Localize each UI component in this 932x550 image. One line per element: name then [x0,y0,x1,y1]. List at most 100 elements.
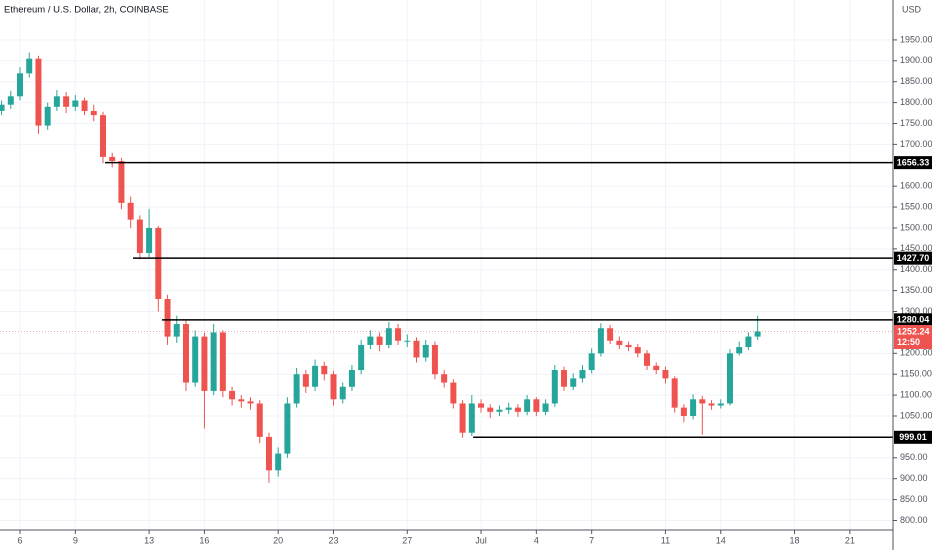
candle-body [256,403,263,437]
y-tick-label: 1550.00 [900,201,932,211]
candle-body [192,336,199,383]
x-tick-label: 27 [402,535,412,545]
candle-body [680,407,687,417]
candle-body [127,202,134,220]
candle-body [210,332,217,391]
candle-body [524,399,531,412]
candle-body [505,407,512,410]
last-price-box [894,324,932,349]
x-tick-label: 6 [18,535,23,545]
candle-body [173,324,180,337]
x-tick-label: 16 [199,535,209,545]
candle-body [81,100,88,111]
candle-body [99,115,106,157]
candle-body [708,403,715,406]
candle-body [109,156,116,162]
level-label: 999.01 [899,432,927,442]
price-axis [893,0,932,550]
candle-body [431,344,438,375]
candle-body [533,399,540,412]
y-tick-label: 1400.00 [900,264,932,274]
candle-body [459,403,466,433]
candle-body [551,370,558,404]
x-tick-label: Jul [475,535,487,545]
candle-body [671,378,678,408]
y-tick-label: 1100.00 [900,389,932,399]
chart-title: Ethereum / U.S. Dollar, 2h, COINBASE [4,5,169,16]
x-tick-label: 14 [716,535,726,545]
y-tick-label: 1850.00 [900,76,932,86]
candle-body [219,332,226,391]
candle-body [44,106,51,126]
candle-body [404,340,411,342]
x-tick-label: 23 [328,535,338,545]
candle-body [653,365,660,371]
candle-body [358,344,365,371]
candle-body [413,340,420,358]
candle-body [487,407,494,412]
candle-body [155,227,162,299]
level-label: 1656.33 [897,158,930,168]
candle-body [367,336,374,345]
candle-body [468,403,475,433]
candle-body [146,227,153,254]
candle-body [247,401,254,404]
candle-body [312,365,319,387]
x-tick-label: 11 [661,535,670,545]
candle-body [616,340,623,345]
candle-body [607,328,614,341]
y-tick-label: 1200.00 [900,348,932,358]
candle-body [302,374,309,387]
candle-body [496,409,503,412]
x-tick-label: 21 [845,535,855,545]
candle-body [726,353,733,404]
candle-body [570,378,577,387]
candle-body [745,336,752,348]
y-tick-label: 1800.00 [900,97,932,107]
candle-body [579,370,586,379]
candle-body [348,370,355,387]
level-label: 1280.04 [897,315,930,325]
candle-body [422,344,429,358]
y-tick-label: 900.00 [900,473,928,483]
last-price-label: 1252.24 [897,326,930,336]
candle-body [35,58,42,126]
candle-body [450,382,457,404]
candle-body [441,374,448,383]
level-label-box [894,156,932,170]
candle-body [275,453,282,471]
candle-body [690,399,697,417]
candle-body [284,403,291,454]
candle-body [478,403,485,408]
y-tick-label: 1750.00 [900,118,932,128]
candle-body [26,58,33,74]
candle-body [699,399,706,404]
y-tick-label: 1600.00 [900,181,932,191]
axes: 800.00 850.00 900.00 950.00 1050.00 1100.00 11… [18,34,932,545]
plot [0,52,893,483]
candle-body [72,100,79,107]
candle-body [238,399,245,402]
x-tick-label: 4 [534,535,539,545]
y-tick-label: 1300.00 [900,306,932,316]
candle-body [17,73,24,97]
currency-label: USD [902,4,922,14]
candle-body [0,104,5,111]
candle-body [514,407,521,412]
candle-body [90,110,97,116]
level-label-box [894,430,932,444]
candle-body [644,353,650,366]
level-label-box [894,251,932,265]
candle-body [293,374,300,404]
x-tick-label: 18 [790,535,800,545]
candle-body [229,390,236,400]
candle-body [182,324,189,383]
candle-body [7,96,14,105]
candle-body [265,436,272,471]
countdown-label: 12:50 [897,337,920,347]
candle-body [136,219,143,254]
y-tick-label: 1500.00 [900,222,932,232]
level-label-box [894,313,932,327]
x-tick-label: 9 [73,535,78,545]
